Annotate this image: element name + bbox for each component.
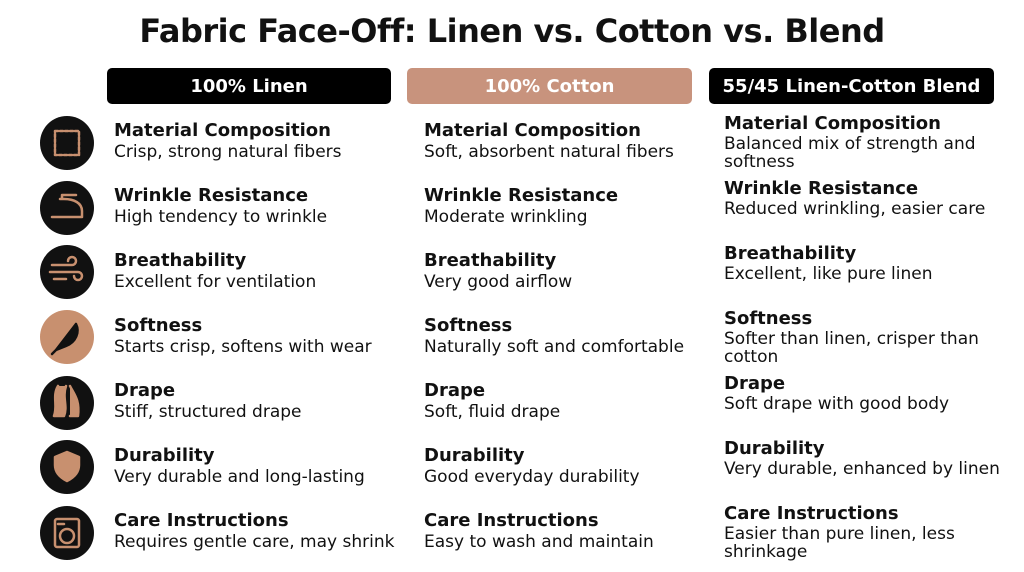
attribute-label: Durability	[114, 445, 215, 466]
cell: Durability Good everyday durability	[424, 445, 714, 487]
attribute-text: Very durable and long-lasting	[114, 467, 365, 487]
column-header: 100% Linen	[107, 68, 391, 104]
attribute-text: Easier than pure linen, less shrinkage	[724, 524, 955, 562]
cell: Care Instructions Easy to wash and mainta…	[424, 510, 714, 552]
cell: Drape Soft drape with good body	[724, 373, 1014, 413]
icon-fabric	[40, 116, 94, 170]
attribute-label: Drape	[724, 373, 786, 394]
cell: Drape Stiff, structured drape	[114, 380, 404, 422]
cell: Breathability Very good airflow	[424, 250, 714, 292]
cell: Wrinkle Resistance High tendency to wrink…	[114, 185, 404, 227]
cell: Wrinkle Resistance Moderate wrinkling	[424, 185, 714, 227]
attribute-text: Naturally soft and comfortable	[424, 337, 685, 357]
attribute-text: Very durable, enhanced by linen	[724, 459, 1000, 479]
attribute-text: Softer than linen, crisper than cotton	[724, 329, 979, 367]
attribute-label: Breathability	[114, 250, 247, 271]
attribute-label: Softness	[114, 315, 203, 336]
attribute-text: Reduced wrinkling, easier care	[724, 199, 986, 219]
attribute-text: Easy to wash and maintain	[424, 532, 654, 552]
icon-washer	[40, 506, 94, 560]
attribute-label: Softness	[424, 315, 513, 336]
attribute-label: Material Composition	[724, 113, 941, 134]
attribute-label: Wrinkle Resistance	[114, 185, 309, 206]
cell: Care Instructions Requires gentle care, m…	[114, 510, 404, 552]
attribute-text: Good everyday durability	[424, 467, 640, 487]
attribute-text: Soft drape with good body	[724, 394, 950, 414]
attribute-label: Wrinkle Resistance	[724, 178, 919, 199]
column-header: 100% Cotton	[407, 68, 692, 104]
attribute-text: Starts crisp, softens with wear	[114, 337, 372, 357]
attribute-text: Balanced mix of strength and softness	[724, 134, 976, 172]
attribute-text: Excellent, like pure linen	[724, 264, 933, 284]
attribute-label: Drape	[114, 380, 176, 401]
cell: Breathability Excellent, like pure linen	[724, 243, 1014, 283]
cell: Softness Softer than linen, crisper than …	[724, 308, 1014, 366]
cell: Material Composition Balanced mix of stre…	[724, 113, 1014, 171]
cell: Wrinkle Resistance Reduced wrinkling, eas…	[724, 178, 1014, 218]
cell: Care Instructions Easier than pure linen,…	[724, 503, 1014, 561]
title: Fabric Face-Off: Linen vs. Cotton vs. Bl…	[139, 12, 885, 50]
cell: Softness Starts crisp, softens with wear	[114, 315, 404, 357]
icon-feather	[40, 310, 94, 364]
attribute-label: Softness	[724, 308, 813, 329]
attribute-label: Material Composition	[114, 120, 331, 141]
cell: Material Composition Soft, absorbent natu…	[424, 120, 714, 162]
attribute-label: Care Instructions	[724, 503, 899, 524]
icon-iron	[40, 181, 94, 235]
icon-wind	[40, 245, 94, 299]
cell: Breathability Excellent for ventilation	[114, 250, 404, 292]
attribute-label: Breathability	[724, 243, 857, 264]
cell: Material Composition Crisp, strong natura…	[114, 120, 404, 162]
attribute-label: Durability	[724, 438, 825, 459]
attribute-text: High tendency to wrinkle	[114, 207, 328, 227]
attribute-label: Care Instructions	[424, 510, 599, 531]
attribute-text: Crisp, strong natural fibers	[114, 142, 342, 162]
attribute-label: Durability	[424, 445, 525, 466]
attribute-text: Soft, fluid drape	[424, 402, 561, 422]
attribute-text: Excellent for ventilation	[114, 272, 317, 292]
cell: Drape Soft, fluid drape	[424, 380, 714, 422]
attribute-label: Care Instructions	[114, 510, 289, 531]
cell: Softness Naturally soft and comfortable	[424, 315, 714, 357]
attribute-text: Soft, absorbent natural fibers	[424, 142, 674, 162]
attribute-text: Very good airflow	[424, 272, 573, 292]
icons	[40, 116, 94, 560]
column-header: 55/45 Linen-Cotton Blend	[709, 68, 994, 104]
attribute-text: Requires gentle care, may shrink	[114, 532, 395, 552]
attribute-label: Material Composition	[424, 120, 641, 141]
cell: Durability Very durable, enhanced by line…	[724, 438, 1014, 478]
attribute-label: Drape	[424, 380, 486, 401]
attribute-label: Breathability	[424, 250, 557, 271]
cell: Durability Very durable and long-lasting	[114, 445, 404, 487]
attribute-text: Stiff, structured drape	[114, 402, 302, 422]
icon-drape	[40, 376, 94, 430]
attribute-label: Wrinkle Resistance	[424, 185, 619, 206]
attribute-text: Moderate wrinkling	[424, 207, 588, 227]
icon-shield	[40, 440, 94, 494]
